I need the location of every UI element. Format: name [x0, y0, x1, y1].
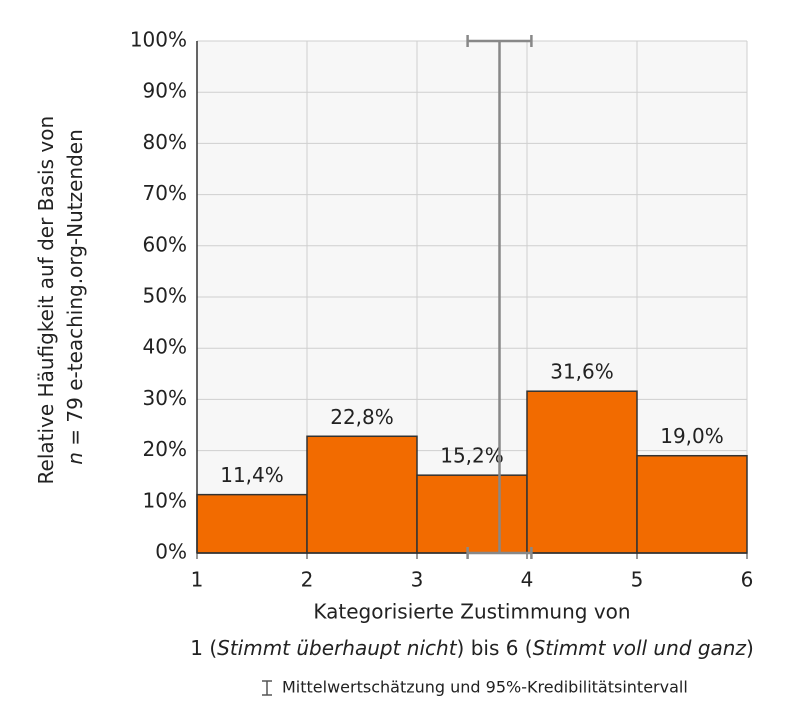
value-label: 31,6%: [550, 360, 614, 384]
y-tick-label: 0%: [155, 540, 187, 564]
bar: [636, 454, 748, 554]
y-label-line: Relative Häufigkeit auf der Basis von: [34, 116, 58, 485]
y-tick-label: 10%: [143, 488, 187, 512]
x-label-part: ) bis 6 (: [457, 636, 533, 660]
x-tick-label: 2: [301, 568, 314, 592]
x-axis-label: Kategorisierte Zustimmung von: [313, 600, 630, 624]
legend-note: Mittelwertschätzung und 95%-Kredibilität…: [282, 678, 688, 697]
y-tick-label: 20%: [143, 437, 187, 461]
y-tick-label: 90%: [143, 79, 187, 103]
x-label-part: Stimmt voll und ganz: [533, 636, 747, 660]
bar: [196, 493, 308, 554]
y-tick-label: 50%: [143, 284, 187, 308]
x-tick-label: 5: [631, 568, 644, 592]
y-tick-label: 100%: [130, 28, 187, 52]
y-axis-label: Relative Häufigkeit auf der Basis von n …: [34, 110, 87, 485]
y-tick-label: 40%: [143, 335, 187, 359]
y-tick-label: 70%: [143, 181, 187, 205]
bar: [416, 474, 528, 554]
x-tick-label: 6: [741, 568, 754, 592]
y-tick-label: 80%: [143, 130, 187, 154]
y-tick-label: 60%: [143, 232, 187, 256]
value-label: 22,8%: [330, 405, 394, 429]
y-label-part: n: [63, 452, 87, 465]
legend-symbol: [262, 680, 272, 696]
y-tick-label: 30%: [143, 386, 187, 410]
x-label-part: ): [746, 636, 754, 660]
x-tick-label: 3: [411, 568, 424, 592]
x-label-part: 1 (: [190, 636, 217, 660]
x-tick-label: 1: [191, 568, 204, 592]
y-label-part: = 79 e-teaching.org-Nutzenden: [63, 129, 87, 452]
value-label: 15,2%: [440, 444, 504, 468]
x-label-part: Stimmt überhaupt nicht: [217, 636, 458, 660]
x-tick-label: 4: [521, 568, 534, 592]
bar: [306, 435, 418, 554]
value-label: 19,0%: [660, 424, 724, 448]
bar: [526, 390, 638, 554]
value-label: 11,4%: [220, 463, 284, 487]
x-axis-label: 1 (Stimmt überhaupt nicht) bis 6 (Stimmt…: [190, 636, 754, 660]
